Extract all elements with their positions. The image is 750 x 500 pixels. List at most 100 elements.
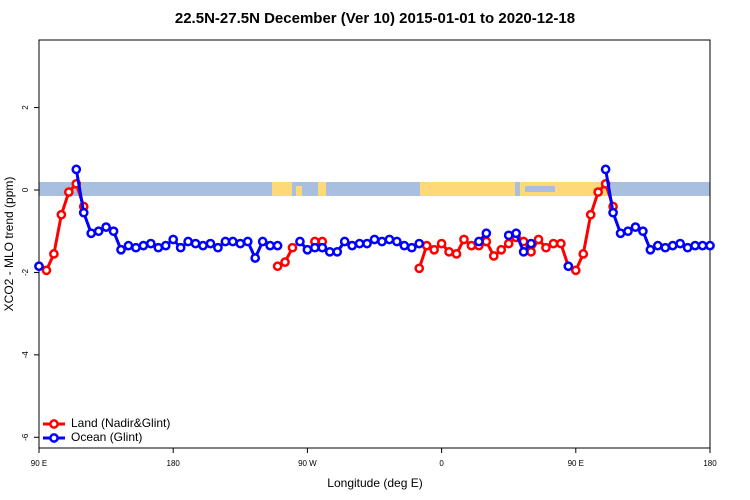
point (235, 238, 246, 249)
point (324, 246, 335, 257)
point (63, 187, 74, 197)
x-tick-label: 180 (703, 459, 717, 468)
x-tick-label: 180 (167, 459, 181, 468)
point (160, 240, 171, 251)
point (34, 261, 44, 272)
point (265, 240, 275, 251)
land-ocean-strip (39, 182, 710, 196)
x-tick-label: 90 E (568, 459, 584, 468)
point (168, 234, 179, 245)
point (429, 244, 439, 255)
point (481, 228, 492, 239)
point (183, 236, 193, 247)
point (600, 164, 611, 175)
x-tick-label: 90 W (298, 459, 317, 468)
point (488, 251, 499, 261)
y-tick-label: -4 (21, 351, 30, 359)
point (615, 228, 626, 239)
point (548, 238, 559, 249)
point (108, 226, 119, 237)
point (630, 222, 641, 232)
point (71, 164, 82, 175)
point (682, 242, 693, 253)
point (310, 242, 320, 253)
point (56, 209, 67, 220)
point (220, 236, 231, 247)
y-axis-label: XCO2 - MLO trend (ppm) (2, 177, 16, 312)
point (414, 238, 425, 249)
point (272, 240, 283, 251)
point (563, 261, 574, 272)
point (116, 244, 126, 255)
x-tick-label: 0 (439, 459, 444, 468)
point (384, 234, 395, 245)
point (138, 240, 149, 251)
point (541, 242, 551, 253)
y-tick-label: 2 (21, 105, 30, 110)
point (145, 238, 156, 249)
point (257, 236, 268, 247)
point (362, 238, 372, 249)
point (213, 242, 223, 253)
point (302, 244, 313, 255)
point (459, 234, 469, 245)
legend-marker (49, 433, 59, 443)
point (645, 244, 656, 255)
point (339, 236, 350, 247)
point (705, 240, 715, 251)
point (198, 240, 208, 251)
y-tick-label: 0 (21, 187, 30, 192)
point (41, 265, 52, 276)
point (578, 249, 589, 259)
point (250, 253, 261, 263)
point (518, 246, 529, 257)
point (242, 236, 253, 247)
point (93, 226, 104, 237)
point (511, 228, 522, 239)
point (503, 238, 514, 249)
point (481, 236, 492, 247)
point (354, 238, 365, 249)
point (690, 240, 700, 251)
point (86, 228, 97, 239)
point (623, 226, 633, 237)
point (585, 209, 596, 220)
point (205, 238, 216, 249)
x-axis-label: Longitude (deg E) (327, 476, 422, 490)
point (667, 240, 678, 251)
chart-title: 22.5N-27.5N December (Ver 10) 2015-01-01… (175, 10, 575, 27)
legend-label: Ocean (Glint) (71, 430, 142, 444)
point (377, 236, 387, 247)
point (317, 242, 328, 253)
point (503, 230, 514, 241)
point (466, 240, 477, 251)
point (406, 242, 417, 253)
legend-label: Land (Nadir&Glint) (71, 416, 170, 430)
point (190, 238, 201, 249)
point (421, 240, 432, 251)
point (399, 240, 410, 251)
point (392, 236, 402, 247)
point (369, 234, 380, 245)
point (570, 265, 581, 276)
point (451, 249, 462, 259)
point (675, 238, 686, 249)
point (444, 246, 454, 257)
point (660, 242, 671, 253)
point (608, 207, 618, 218)
point (556, 238, 566, 249)
point (272, 261, 283, 272)
point (474, 236, 484, 247)
point (101, 222, 111, 232)
point (526, 238, 536, 249)
point (153, 242, 164, 253)
point (638, 226, 648, 237)
point (526, 246, 536, 257)
point (287, 242, 298, 253)
point (280, 257, 290, 267)
point (131, 242, 141, 253)
legend-marker (49, 419, 59, 429)
point (227, 236, 238, 247)
point (414, 263, 425, 274)
